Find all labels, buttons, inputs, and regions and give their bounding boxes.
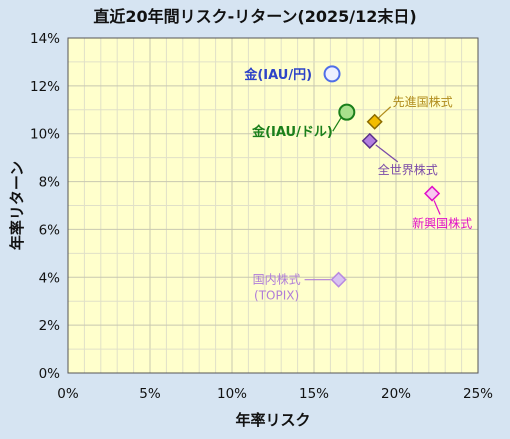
x-tick-label: 15% (299, 386, 329, 402)
y-axis-label: 年率リターン (8, 161, 26, 250)
x-tick-label: 10% (217, 386, 247, 402)
y-tick-label: 2% (39, 318, 61, 334)
data-label: 国内株式(TOPIX) (253, 272, 301, 303)
chart-title: 直近20年間リスク-リターン(2025/12末日) (93, 7, 416, 26)
y-tick-label: 4% (39, 270, 61, 286)
data-point (366, 113, 383, 130)
label-connectors (304, 106, 441, 281)
data-label: 全世界株式 (378, 162, 438, 177)
data-points (323, 65, 441, 288)
tick-labels: 0% 5% 10% 15% 20% 25% 0% 2% 4% 6% 8% 10% 12% 14% (30, 31, 493, 402)
y-tick-label: 14% (30, 31, 60, 47)
plot-border (67, 37, 479, 374)
x-tick-label: 5% (139, 386, 161, 402)
x-tick-label: 0% (57, 386, 79, 402)
data-point (330, 271, 347, 288)
x-tick-label: 25% (463, 386, 493, 402)
label-connector (433, 200, 441, 215)
y-tick-label: 10% (30, 127, 60, 143)
x-axis-label: 年率リスク (235, 411, 310, 429)
data-labels: 金(IAU/円) 金(IAU/ドル) 先進国株式全世界株式新興国株式国内株式(TOP… (243, 67, 472, 303)
data-label: 金(IAU/円) (243, 67, 312, 83)
x-tick-label: 20% (381, 386, 411, 402)
data-label: 新興国株式 (412, 216, 472, 231)
data-point (424, 185, 441, 202)
y-tick-label: 12% (30, 79, 60, 95)
data-point (338, 103, 356, 121)
label-connector (375, 144, 399, 163)
label-connector (378, 106, 392, 119)
y-tick-label: 8% (39, 175, 61, 191)
grid-lines (67, 37, 479, 374)
data-label: 金(IAU/ドル) (251, 124, 333, 140)
y-tick-label: 0% (39, 366, 61, 382)
data-point (361, 132, 378, 149)
data-label: 先進国株式 (393, 94, 453, 109)
data-point (323, 65, 341, 83)
label-connector (332, 117, 342, 132)
y-tick-label: 6% (39, 222, 61, 238)
